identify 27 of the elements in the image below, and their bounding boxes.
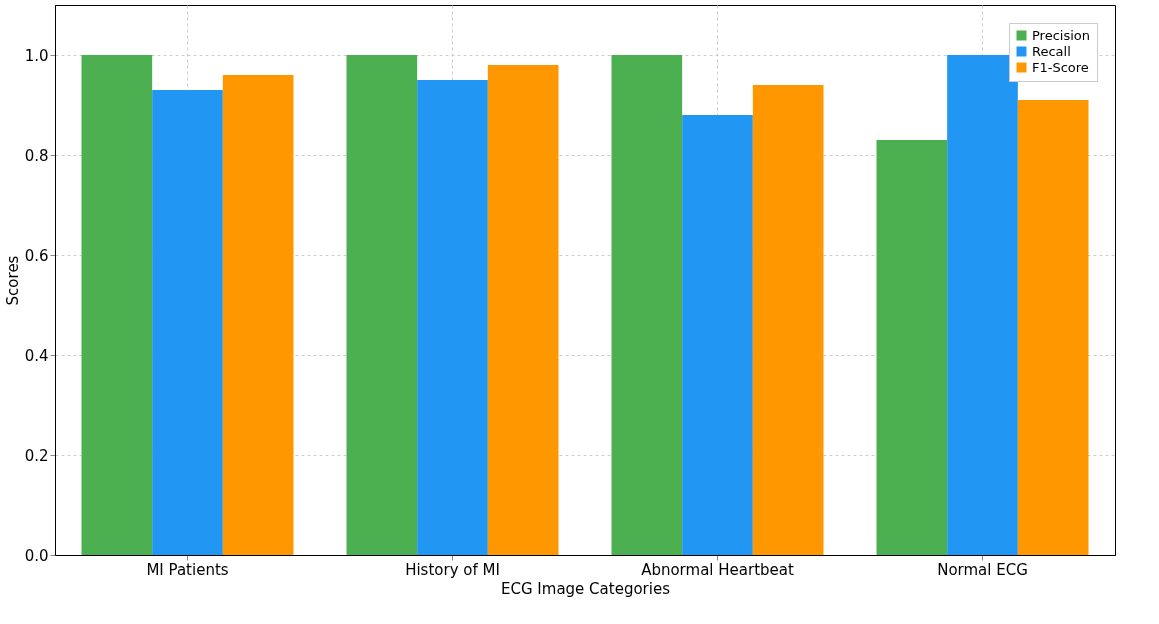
y-tick-label: 0.2 [24, 446, 49, 465]
bar [346, 55, 418, 555]
y-tick-label: 0.8 [24, 146, 49, 165]
x-tick-label: MI Patients [146, 560, 229, 579]
x-tick-label: Abnormal Heartbeat [641, 560, 794, 579]
bar [152, 90, 223, 555]
legend-label: F1-Score [1032, 59, 1089, 75]
legend-label: Recall [1032, 43, 1071, 59]
bar [752, 85, 824, 555]
bar [1017, 100, 1089, 555]
x-tick-label: History of MI [405, 560, 500, 579]
bar [487, 65, 559, 555]
x-tick-label: Normal ECG [937, 560, 1028, 579]
bar [682, 115, 753, 555]
bar [417, 80, 488, 555]
y-tick-label: 0.4 [24, 346, 49, 365]
bar [81, 55, 153, 555]
x-axis-title: ECG Image Categories [501, 579, 671, 598]
y-tick-label: 0.0 [24, 546, 49, 565]
bar [876, 140, 948, 555]
legend-label: Precision [1032, 27, 1091, 43]
bar [222, 75, 294, 555]
y-tick-label: 0.6 [24, 246, 49, 265]
bar [611, 55, 683, 555]
y-axis-title: Scores [3, 255, 22, 306]
bar [947, 55, 1018, 555]
y-tick-label: 1.0 [24, 46, 49, 65]
